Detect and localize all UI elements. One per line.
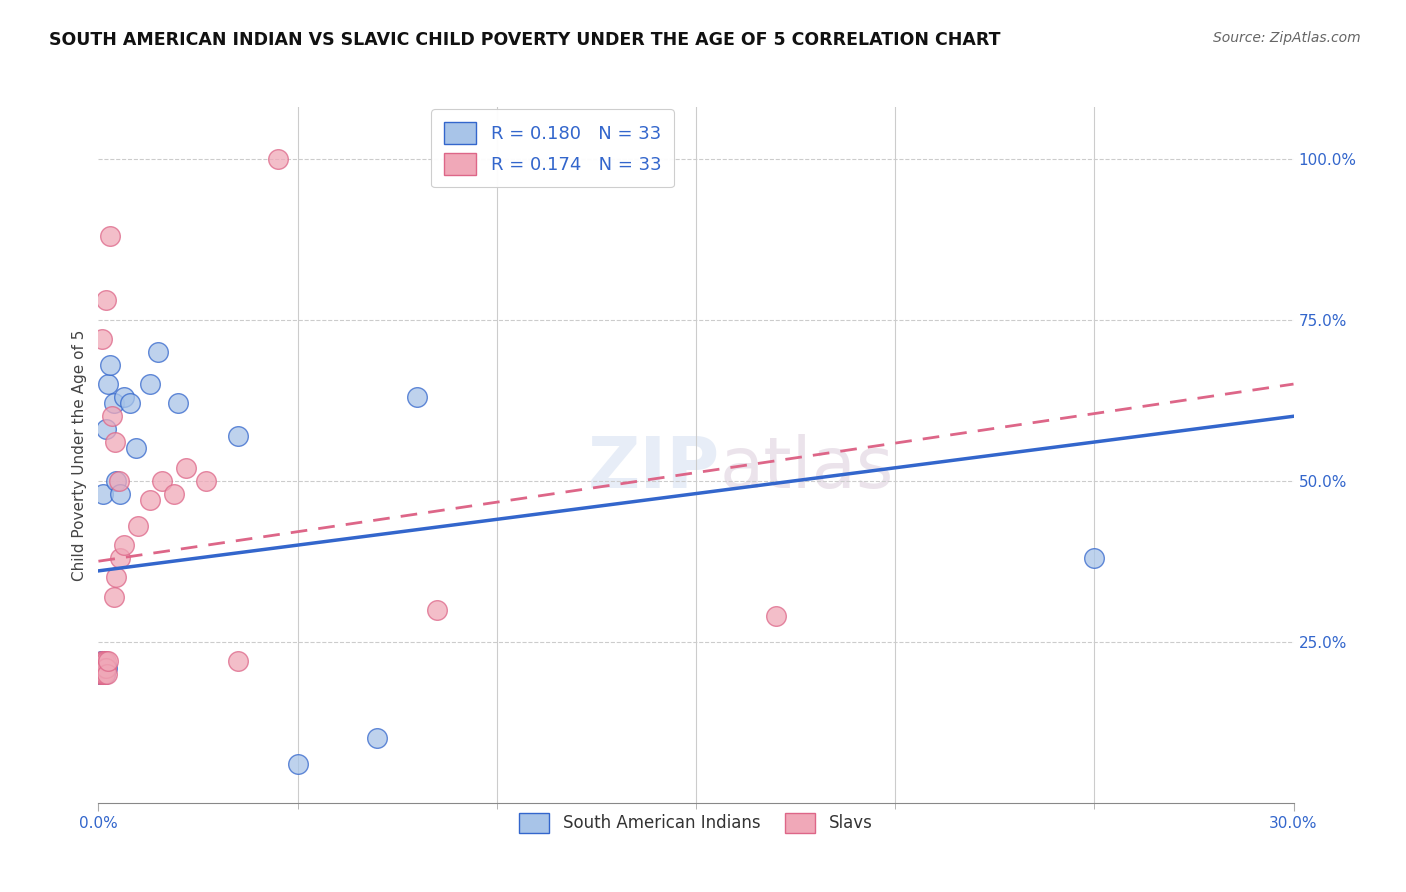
Point	[93, 660, 115, 674]
Point	[120, 396, 142, 410]
Point	[91, 667, 114, 681]
Point	[96, 660, 118, 674]
Point	[91, 660, 114, 674]
Point	[94, 422, 117, 436]
Point	[104, 435, 127, 450]
Point	[110, 486, 132, 500]
Point	[105, 474, 128, 488]
Point	[105, 570, 128, 584]
Point	[96, 660, 118, 674]
Point	[93, 654, 115, 668]
Point	[125, 442, 148, 456]
Point	[89, 660, 111, 674]
Point	[226, 428, 249, 442]
Point	[90, 667, 112, 681]
Text: SOUTH AMERICAN INDIAN VS SLAVIC CHILD POVERTY UNDER THE AGE OF 5 CORRELATION CHA: SOUTH AMERICAN INDIAN VS SLAVIC CHILD PO…	[49, 31, 1001, 49]
Point	[91, 654, 114, 668]
Point	[96, 667, 118, 681]
Text: atlas: atlas	[720, 434, 894, 503]
Legend: South American Indians, Slavs: South American Indians, Slavs	[513, 806, 879, 839]
Point	[103, 396, 125, 410]
Point	[195, 474, 218, 488]
Point	[93, 660, 115, 674]
Point	[287, 757, 309, 772]
Point	[91, 660, 114, 674]
Point	[98, 228, 121, 243]
Point	[101, 409, 124, 424]
Point	[91, 486, 114, 500]
Point	[150, 474, 173, 488]
Point	[97, 377, 120, 392]
Point	[1083, 551, 1105, 566]
Point	[91, 667, 114, 681]
Point	[148, 344, 170, 359]
Point	[90, 654, 112, 668]
Text: ZIP: ZIP	[588, 434, 720, 503]
Point	[91, 667, 114, 681]
Point	[93, 654, 115, 668]
Point	[103, 590, 125, 604]
Point	[94, 293, 117, 308]
Point	[406, 390, 429, 404]
Point	[91, 654, 114, 668]
Point	[94, 654, 117, 668]
Point	[426, 602, 449, 616]
Point	[91, 332, 114, 346]
Point	[174, 460, 197, 475]
Point	[167, 396, 190, 410]
Point	[366, 731, 388, 746]
Point	[226, 654, 249, 668]
Point	[97, 654, 120, 668]
Point	[108, 474, 131, 488]
Point	[267, 152, 290, 166]
Point	[91, 660, 114, 674]
Point	[89, 667, 111, 681]
Text: Source: ZipAtlas.com: Source: ZipAtlas.com	[1213, 31, 1361, 45]
Point	[96, 660, 118, 674]
Point	[163, 486, 186, 500]
Point	[139, 493, 162, 508]
Point	[127, 518, 149, 533]
Point	[112, 390, 135, 404]
Point	[98, 358, 122, 372]
Point	[94, 660, 117, 674]
Point	[90, 660, 112, 674]
Point	[765, 609, 787, 624]
Point	[94, 667, 117, 681]
Point	[112, 538, 135, 552]
Point	[110, 551, 132, 566]
Point	[89, 667, 111, 681]
Point	[94, 667, 117, 681]
Point	[90, 667, 112, 681]
Y-axis label: Child Poverty Under the Age of 5: Child Poverty Under the Age of 5	[72, 329, 87, 581]
Point	[139, 377, 162, 392]
